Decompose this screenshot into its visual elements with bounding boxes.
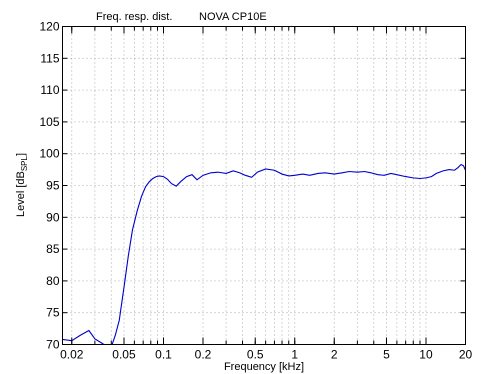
series-layer xyxy=(62,163,466,345)
y-tick-labels: 70 75 80 85 90 95 100 105 110 115 120 xyxy=(39,20,59,352)
series-line xyxy=(62,163,466,345)
y-axis-label-sub: SPL xyxy=(20,155,29,171)
y-tick-label: 100 xyxy=(39,147,59,161)
y-tick-label: 105 xyxy=(39,115,59,129)
x-tick-label: 0.2 xyxy=(195,348,212,362)
x-tick-label: 1 xyxy=(291,348,298,362)
axis-ticks xyxy=(62,26,466,345)
y-tick-label: 90 xyxy=(46,210,60,224)
y-axis-label-main: Level [dB xyxy=(15,171,27,217)
x-tick-label: 0.02 xyxy=(60,348,84,362)
x-tick-label: 10 xyxy=(419,348,433,362)
y-axis-label-end: ] xyxy=(15,153,27,156)
x-tick-label: 0.5 xyxy=(247,348,264,362)
y-tick-label: 80 xyxy=(46,274,60,288)
x-tick-label: 0.05 xyxy=(112,348,136,362)
y-axis-label: Level [dBSPL] xyxy=(15,153,29,217)
y-tick-label: 115 xyxy=(40,51,59,65)
x-tick-label: 0.1 xyxy=(155,348,172,362)
y-tick-label: 75 xyxy=(46,306,60,320)
chart-title-right: NOVA CP10E xyxy=(199,11,267,23)
x-tick-label: 2 xyxy=(331,348,338,362)
y-tick-label: 120 xyxy=(39,20,59,34)
grid xyxy=(62,26,466,345)
x-tick-label: 5 xyxy=(383,348,390,362)
y-tick-label: 95 xyxy=(46,179,60,193)
x-tick-labels: 0.02 0.05 0.1 0.2 0.5 1 2 5 10 20 xyxy=(60,348,472,362)
x-axis-label: Frequency [kHz] xyxy=(224,361,304,373)
y-tick-label: 85 xyxy=(46,242,60,256)
chart-title-left: Freq. resp. dist. xyxy=(96,11,172,23)
y-tick-label: 70 xyxy=(46,338,60,352)
x-tick-label: 20 xyxy=(459,348,473,362)
y-tick-label: 110 xyxy=(40,83,59,97)
